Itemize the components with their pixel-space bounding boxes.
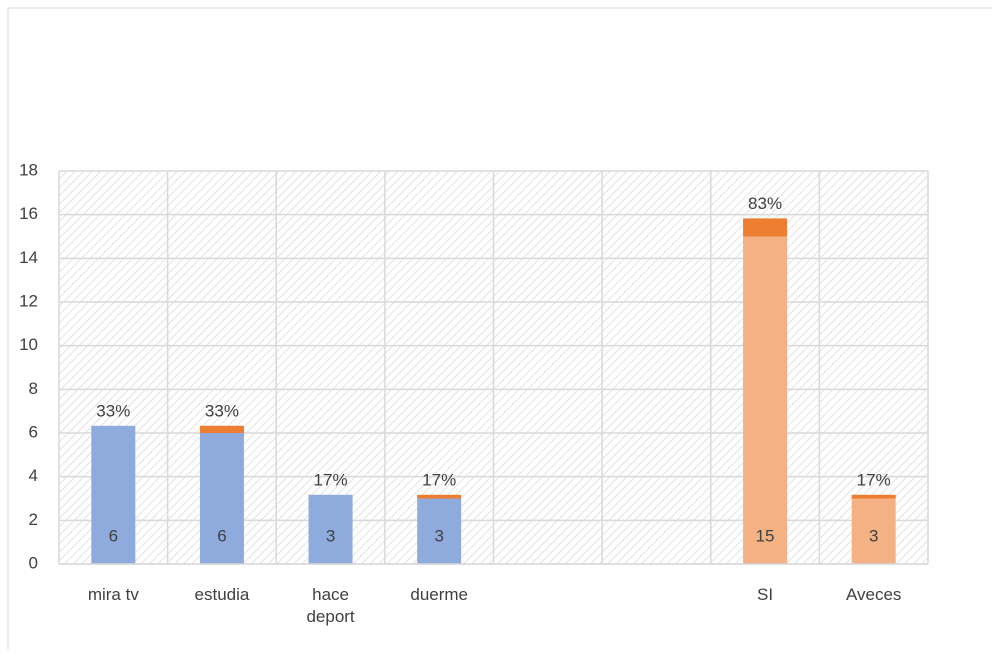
x-tick-label: estudia (194, 585, 250, 604)
bar-segment (199, 433, 244, 564)
value-label: 6 (109, 526, 118, 545)
x-tick-label-box: SI (757, 585, 774, 604)
x-tick-label-box: estudia (194, 585, 250, 604)
value-label: 33% (96, 401, 130, 420)
bar-segment (308, 498, 353, 564)
y-tick-label: 6 (29, 422, 38, 441)
bar-segment (851, 494, 896, 499)
bar-segment (91, 425, 136, 433)
value-label: 33% (205, 401, 239, 420)
bar-segment (308, 494, 353, 499)
x-tick-label-box: hace deport (306, 585, 355, 626)
y-tick-label: 18 (19, 160, 38, 179)
bar-segment (743, 218, 788, 237)
value-label: 17% (422, 470, 456, 489)
bar-segment (199, 425, 244, 433)
y-tick-label: 4 (29, 466, 38, 485)
value-label: 83% (748, 194, 782, 213)
y-tick-label: 10 (19, 335, 38, 354)
value-label: 6 (217, 526, 226, 545)
x-tick-label: Aveces (845, 585, 902, 604)
x-tick-label-box: duerme (410, 585, 468, 604)
value-label: 3 (434, 526, 443, 545)
x-tick-label: hace deport (306, 585, 355, 626)
x-tick-label: duerme (410, 585, 468, 604)
y-tick-label: 0 (29, 553, 38, 572)
value-label: 15 (756, 526, 775, 545)
value-label: 3 (326, 526, 335, 545)
y-tick-label: 8 (29, 379, 38, 398)
x-tick-label-box: mira tv (87, 585, 139, 604)
x-tick-label-box: Aveces (845, 585, 902, 604)
chart-border (7, 7, 992, 650)
y-tick-label: 14 (19, 248, 38, 267)
value-label: 17% (857, 470, 891, 489)
bar-segment (851, 498, 896, 564)
x-tick-label: mira tv (87, 585, 139, 604)
y-tick-label: 2 (29, 510, 38, 529)
bar-segment (743, 236, 788, 564)
y-tick-label: 16 (19, 204, 38, 223)
bar-segment (417, 494, 462, 499)
x-tick-label: SI (757, 585, 774, 604)
value-label: 17% (314, 470, 348, 489)
bar-segment (417, 498, 462, 564)
value-label: 3 (869, 526, 878, 545)
bar-segment (91, 433, 136, 564)
y-tick-label: 12 (19, 291, 38, 310)
